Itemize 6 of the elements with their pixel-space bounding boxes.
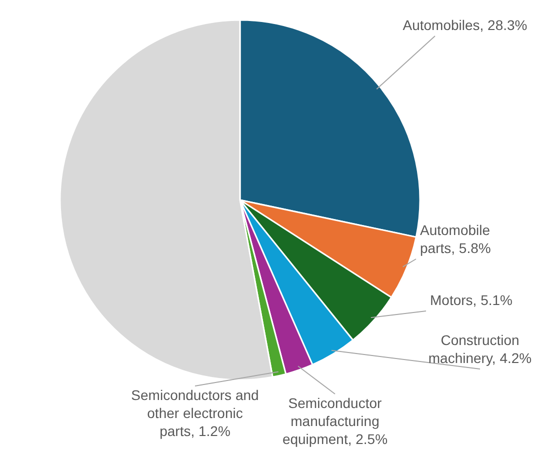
slice-label: Automobile parts, 5.8% [420, 222, 491, 256]
slice-label: Construction machinery, 4.2% [428, 332, 532, 366]
slice-label: Semiconductors and other electronic parts, 1.2% [131, 387, 259, 439]
slice-label: Semiconductor manufacturing equipment, 2.5% [282, 395, 388, 447]
slice-label: Automobiles, 28.3% [402, 17, 528, 33]
slice-label: Motors, 5.1% [430, 292, 512, 308]
